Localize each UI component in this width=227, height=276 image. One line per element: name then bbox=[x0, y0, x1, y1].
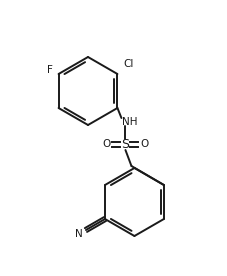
Text: Cl: Cl bbox=[123, 59, 133, 69]
Text: O: O bbox=[102, 139, 110, 149]
Text: F: F bbox=[47, 65, 52, 75]
Text: O: O bbox=[140, 139, 148, 149]
Text: S: S bbox=[121, 137, 129, 150]
Text: N: N bbox=[75, 229, 83, 239]
Text: NH: NH bbox=[122, 117, 137, 127]
